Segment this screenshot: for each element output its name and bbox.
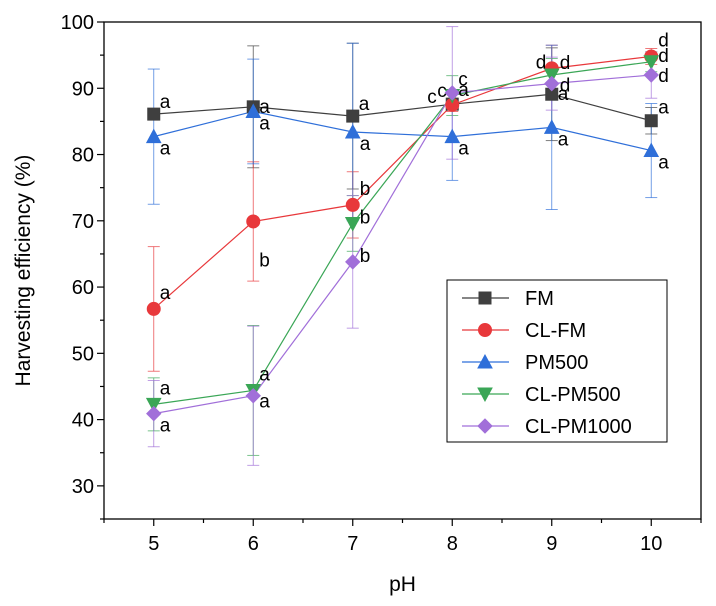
significance-letter: a <box>160 378 171 399</box>
data-point <box>146 301 161 316</box>
significance-letter: a <box>259 364 270 385</box>
significance-letter: d <box>658 46 669 67</box>
data-point <box>544 75 560 92</box>
significance-letter: c <box>458 70 468 91</box>
x-tick-label: 5 <box>148 533 159 555</box>
data-point <box>146 405 162 422</box>
y-tick-label: 60 <box>72 277 94 299</box>
significance-letter: c <box>427 87 437 108</box>
data-point <box>444 128 461 144</box>
legend-marker <box>477 387 493 403</box>
data-point <box>644 114 658 128</box>
legend-label: CL-FM <box>525 320 586 342</box>
series-line <box>153 110 652 152</box>
legend-marker <box>477 353 493 369</box>
significance-letter: d <box>658 30 669 51</box>
data-point <box>444 85 460 101</box>
plot-frame <box>103 21 702 520</box>
x-axis-title: pH <box>389 573 416 596</box>
significance-letter: a <box>259 113 270 134</box>
data-point <box>643 67 659 83</box>
data-series-group <box>145 26 660 466</box>
data-point <box>643 142 660 158</box>
data-point <box>245 103 262 118</box>
legend-item: PM500 <box>462 352 588 374</box>
legend: FM CL-FM PM500 CL-PM500 CL-PM1000 <box>446 279 668 443</box>
y-tick-label: 90 <box>72 78 94 100</box>
significance-letter: a <box>458 80 469 101</box>
y-tick-label: 40 <box>72 410 94 432</box>
data-point <box>543 68 560 84</box>
significance-letter: d <box>536 52 547 73</box>
significance-letter: a <box>658 153 669 174</box>
y-tick-label: 100 <box>61 12 94 34</box>
series-line <box>153 55 652 310</box>
x-tick-label: 7 <box>347 533 358 555</box>
data-point <box>643 55 660 70</box>
legend-item: FM <box>462 288 554 310</box>
series-pm500 <box>147 42 658 222</box>
significance-letter: d <box>658 66 669 87</box>
legend-marker <box>478 291 492 305</box>
data-point <box>344 123 361 139</box>
significance-letter: a <box>360 134 371 155</box>
y-tick-label: 30 <box>72 476 94 498</box>
data-point <box>345 254 361 270</box>
legend-marker <box>478 323 492 337</box>
x-tick-label: 10 <box>640 533 662 555</box>
series-line <box>153 93 652 122</box>
significance-letter: a <box>160 92 171 113</box>
significance-letter: b <box>259 250 270 271</box>
significance-letter: a <box>160 283 171 304</box>
significance-letter: a <box>160 139 171 160</box>
significance-letter: a <box>558 84 569 105</box>
y-tick-label: 70 <box>72 211 94 233</box>
legend-label: FM <box>525 288 554 310</box>
data-point <box>245 388 261 404</box>
x-tick-label: 8 <box>447 533 458 555</box>
x-tick-label: 9 <box>546 533 557 555</box>
significance-letter: b <box>360 246 371 267</box>
data-point <box>246 214 261 229</box>
significance-letter: b <box>360 207 371 228</box>
significance-letter: b <box>360 179 371 200</box>
legend-item: CL-PM500 <box>462 384 621 406</box>
significance-letter: a <box>259 392 270 413</box>
data-point <box>344 216 361 232</box>
significance-letter: a <box>558 129 569 150</box>
legend-item: CL-PM1000 <box>462 416 632 438</box>
significance-letter: c <box>437 81 447 102</box>
significance-letter: d <box>560 76 571 97</box>
y-tick-label: 80 <box>72 145 94 167</box>
legend-marker <box>477 418 493 434</box>
data-point <box>346 109 360 123</box>
significance-letter: a <box>458 139 469 160</box>
legend-item: CL-FM <box>462 320 586 342</box>
data-point <box>345 197 360 212</box>
significance-letter: a <box>259 97 270 118</box>
data-point <box>147 107 161 121</box>
significance-letter: a <box>359 94 370 115</box>
data-point <box>543 119 560 134</box>
significance-letter: a <box>160 416 171 437</box>
y-axis-title: Harvesting efficiency (%) <box>12 155 35 387</box>
y-tick-label: 50 <box>72 343 94 365</box>
data-point <box>145 128 162 144</box>
x-tick-label: 6 <box>248 533 259 555</box>
significance-letter: a <box>658 98 669 119</box>
legend-label: PM500 <box>525 352 588 374</box>
legend-label: CL-PM500 <box>525 384 621 406</box>
legend-label: CL-PM1000 <box>525 416 632 438</box>
data-point <box>145 397 162 413</box>
series-line <box>153 74 652 415</box>
significance-letter: d <box>560 53 571 74</box>
series-line <box>153 61 652 405</box>
